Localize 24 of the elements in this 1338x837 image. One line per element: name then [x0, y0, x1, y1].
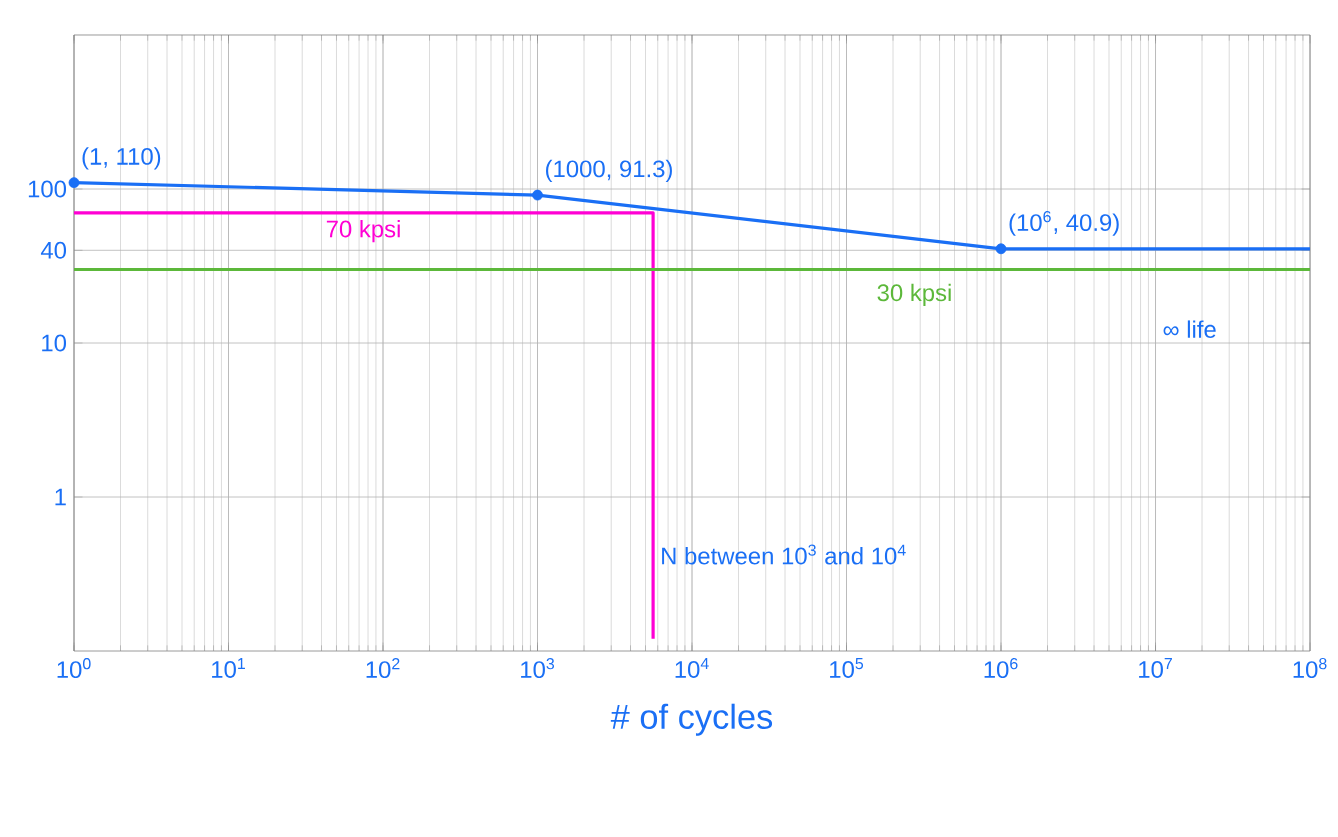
x-tick-label: 10$^{8}$ [1293, 658, 1327, 679]
point [995, 243, 1007, 255]
y-tick-label: 40 [40, 241, 67, 259]
x-tick-label: 10$^{7}$ [1139, 658, 1172, 678]
x-axis-title: # of cycles [610, 703, 773, 736]
point [68, 177, 80, 188]
point [532, 189, 543, 201]
y-tick-label: 10 [42, 334, 67, 352]
annotation: N between 10$^{3}$ and 10$^{4}$ [662, 544, 906, 565]
ref-line-label: 30 kpsi [877, 283, 951, 307]
annotation: (1, 110) [82, 147, 161, 170]
annotation: ∞ life [1163, 320, 1216, 338]
y-tick-label: 100 [28, 180, 67, 198]
x-tick-label: 10$^{4}$ [675, 658, 709, 678]
x-tick-label: 10$^{3}$ [521, 658, 555, 679]
annotation: (1000, 91.3) [546, 159, 672, 183]
x-tick-label: 10$^{0}$ [57, 658, 91, 679]
x-tick-label: 10$^{6}$ [984, 658, 1018, 679]
x-tick-label: 10$^{5}$ [830, 658, 864, 678]
annotation: (10$^{6}$, 40.9) [1009, 211, 1119, 236]
series-label: 70 kpsi [326, 219, 400, 243]
x-tick-label: 10$^{2}$ [366, 658, 400, 679]
x-tick-label: 10$^{1}$ [212, 658, 245, 678]
y-tick-label: 1 [55, 488, 66, 506]
